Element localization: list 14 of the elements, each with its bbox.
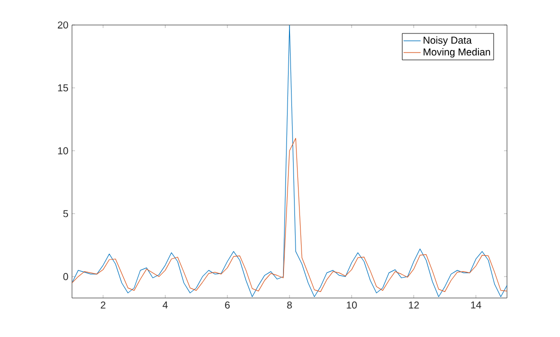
x-tick-label: 14 (471, 302, 482, 308)
x-tick-label: 8 (287, 302, 292, 309)
x-tick-label: 2 (100, 302, 106, 308)
y-tick-label: 5 (63, 210, 68, 218)
legend-label: Noisy Data (424, 36, 472, 46)
y-tick-label: 10 (58, 147, 68, 154)
y-tick-label: 0 (63, 273, 68, 280)
y-tick-label: 15 (58, 84, 68, 92)
x-tick-label: 12 (408, 302, 419, 308)
x-tick-label: 6 (225, 302, 230, 309)
x-tick-label: 10 (346, 302, 357, 309)
x-tick-label: 4 (162, 302, 168, 308)
legend-label: Moving Median (424, 48, 490, 58)
y-tick-label: 20 (58, 21, 68, 29)
